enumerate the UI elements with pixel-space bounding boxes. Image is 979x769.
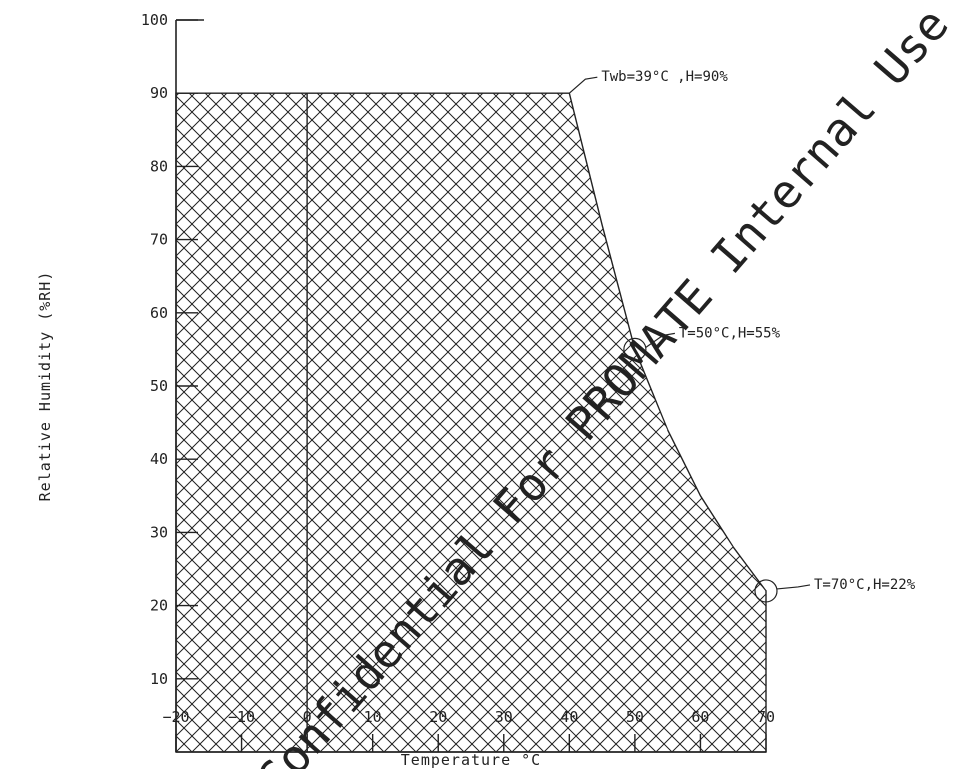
annotation-label: T=70°C,H=22%: [814, 577, 916, 593]
annotation-label: T=50°C,H=55%: [679, 325, 781, 341]
y-tick-label: 90: [150, 84, 168, 102]
annotation-leader: [645, 332, 675, 348]
y-tick-label: 100: [141, 11, 168, 29]
annotation-marker: [623, 337, 647, 361]
x-tick-label: 30: [495, 708, 513, 726]
y-tick-label: 80: [150, 157, 168, 175]
x-tick-label: 70: [757, 708, 775, 726]
x-tick-label: 50: [626, 708, 644, 726]
y-tick-label: 20: [150, 597, 168, 615]
annotation-label: Twb=39°C ,H=90%: [601, 69, 728, 85]
annotation-leader: [776, 584, 811, 590]
y-tick-label: 30: [150, 523, 168, 541]
x-tick-label: 0: [303, 708, 312, 726]
y-tick-label: 70: [150, 231, 168, 249]
operating-region-area: [175, 92, 767, 753]
x-tick-label: 10: [364, 708, 382, 726]
y-tick-label: 10: [150, 670, 168, 688]
y-axis-title: Relative Humidity (%RH): [36, 271, 54, 502]
y-tick-label: 60: [150, 304, 168, 322]
y-tick-label: 50: [150, 377, 168, 395]
x-tick-label: 20: [429, 708, 447, 726]
x-tick-label: 60: [691, 708, 709, 726]
annotation-leader: [568, 76, 598, 94]
x-tick-label: −10: [228, 708, 255, 726]
x-axis-title: Temperature °C: [401, 751, 541, 769]
annotation-marker: [754, 579, 778, 603]
x-tick-label: 40: [560, 708, 578, 726]
x-tick-label: −20: [162, 708, 189, 726]
y-tick-label: 40: [150, 450, 168, 468]
